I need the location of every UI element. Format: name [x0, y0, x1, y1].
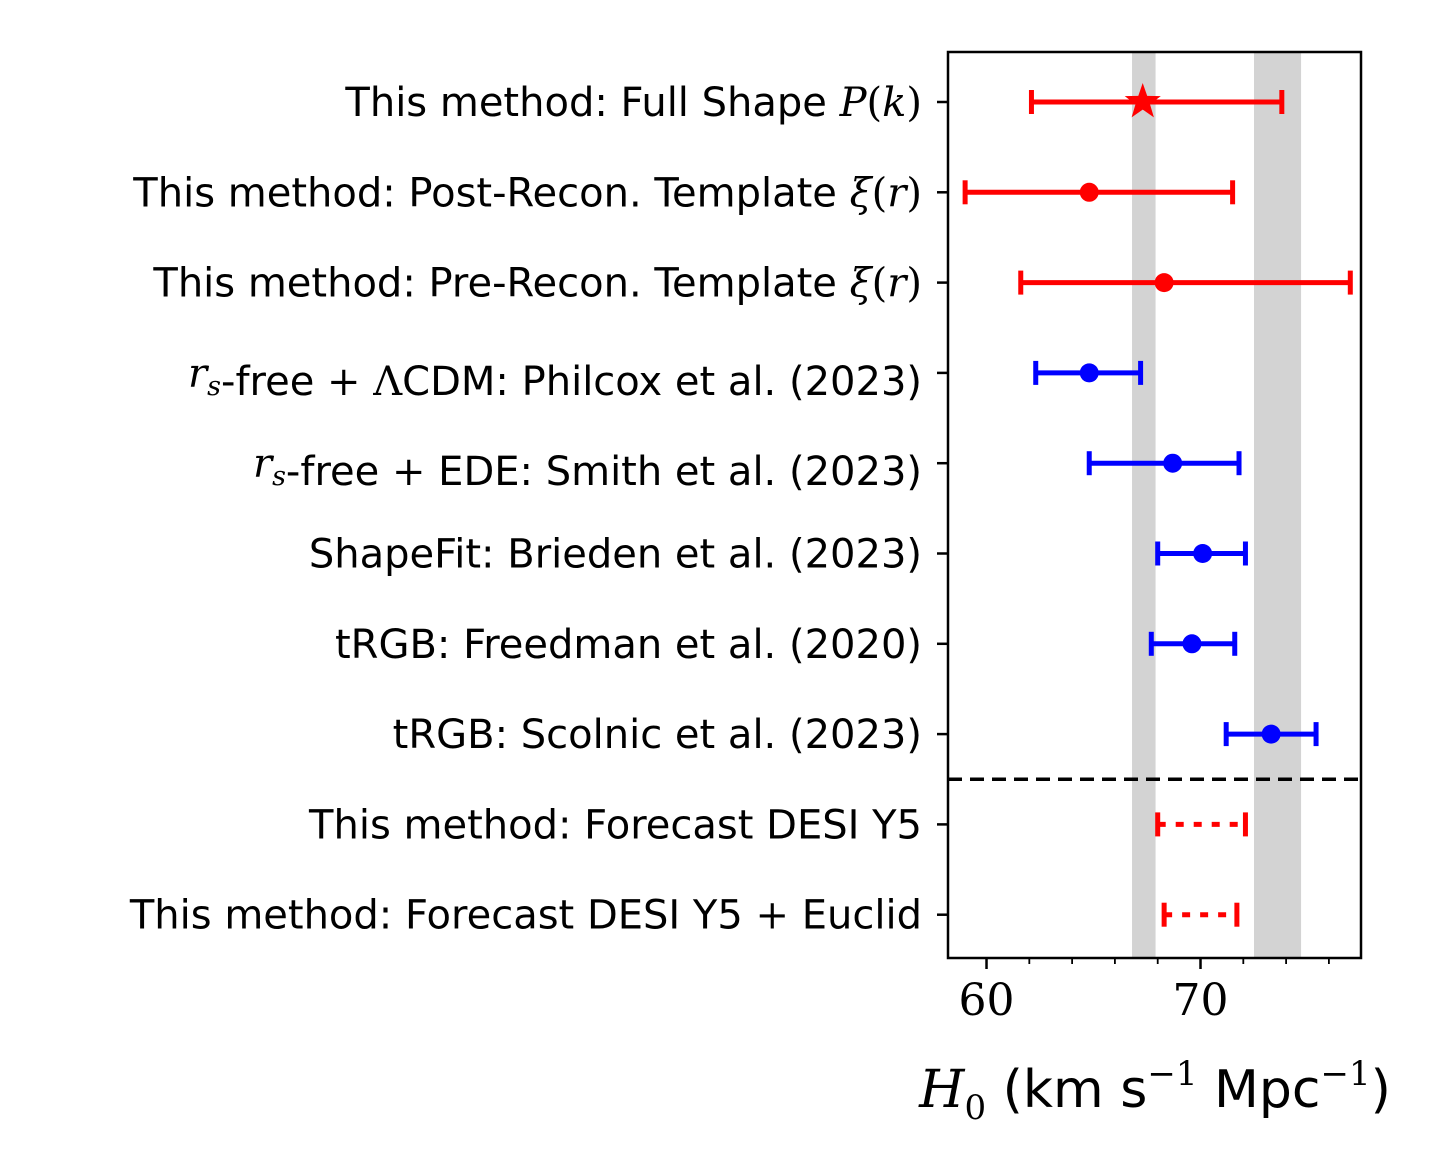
- errorbar-row-10: [1161, 902, 1240, 927]
- reference-bands: [1132, 52, 1302, 958]
- x-axis-label: H0 (km s−1 Mpc−1): [918, 1054, 1391, 1128]
- errorbar-row-3: [1018, 270, 1353, 295]
- errorbar-row-1: [1028, 83, 1285, 118]
- errorbar-row-5: [1086, 451, 1242, 476]
- star-marker: [1124, 83, 1161, 118]
- point-marker: [1193, 544, 1213, 563]
- y-ticks: [937, 100, 948, 916]
- x-tick-label: 60: [959, 975, 1015, 1026]
- errorbar-row-9: [1155, 812, 1248, 837]
- row-label-4: rs-free + ΛCDM: Philcox et al. (2023): [188, 351, 922, 405]
- shaded-band-2: [1254, 52, 1302, 958]
- errorbar-row-7: [1148, 631, 1238, 656]
- error-bars: [962, 83, 1353, 927]
- point-marker: [1154, 273, 1174, 293]
- row-label-9: This method: Forecast DESI Y5: [308, 802, 922, 848]
- point-marker: [1261, 724, 1281, 744]
- errorbar-row-8: [1223, 722, 1319, 747]
- row-label-3: This method: Pre-Recon. Template ξ(r): [152, 261, 922, 307]
- x-ticks: 60 70: [959, 958, 1330, 1026]
- errorbar-row-6: [1155, 541, 1248, 566]
- point-marker: [1182, 634, 1202, 654]
- shaded-band-1: [1132, 52, 1156, 958]
- point-marker: [1163, 453, 1183, 473]
- point-marker: [1079, 182, 1099, 202]
- point-marker: [1079, 363, 1099, 383]
- row-label-5: rs-free + EDE: Smith et al. (2023): [253, 441, 922, 495]
- row-label-6: ShapeFit: Brieden et al. (2023): [309, 532, 922, 578]
- plot-frame: [946, 50, 1363, 960]
- row-label-1: This method: Full Shape P(k): [344, 80, 922, 126]
- row-labels: This method: Full Shape P(k) This method:…: [129, 80, 922, 939]
- errorbar-row-2: [962, 180, 1236, 205]
- row-label-7: tRGB: Freedman et al. (2020): [335, 622, 922, 668]
- row-label-2: This method: Post-Recon. Template ξ(r): [132, 170, 922, 216]
- row-label-10: This method: Forecast DESI Y5 + Euclid: [129, 893, 922, 939]
- errorbar-row-4: [1033, 360, 1144, 385]
- x-tick-label: 70: [1173, 975, 1229, 1026]
- row-label-8: tRGB: Scolnic et al. (2023): [393, 712, 922, 758]
